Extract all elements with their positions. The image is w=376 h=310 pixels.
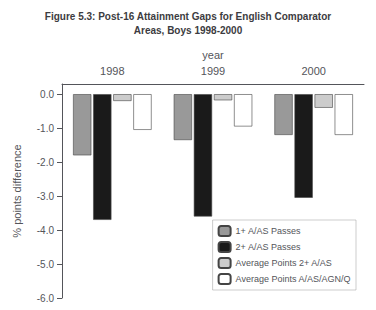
svg-text:-2.0: -2.0 — [37, 157, 55, 168]
svg-text:-3.0: -3.0 — [37, 191, 55, 202]
svg-text:1998: 1998 — [100, 65, 124, 77]
svg-text:1+ A/AS Passes: 1+ A/AS Passes — [236, 226, 301, 236]
svg-text:Areas, Boys 1998-2000: Areas, Boys 1998-2000 — [134, 25, 243, 36]
svg-text:year: year — [202, 49, 224, 61]
svg-text:2+ A/AS Passes: 2+ A/AS Passes — [236, 242, 301, 252]
svg-text:0.0: 0.0 — [40, 89, 54, 100]
svg-text:2000: 2000 — [301, 65, 325, 77]
svg-text:-5.0: -5.0 — [37, 259, 55, 270]
svg-text:Average Points A/AS/AGN/Q: Average Points A/AS/AGN/Q — [236, 274, 351, 284]
svg-text:1999: 1999 — [201, 65, 225, 77]
svg-text:% points difference: % points difference — [11, 144, 23, 237]
svg-text:-6.0: -6.0 — [37, 293, 55, 304]
svg-text:Figure 5.3: Post-16 Attainment: Figure 5.3: Post-16 Attainment Gaps for … — [45, 11, 331, 22]
svg-text:Average Points 2+ A/AS: Average Points 2+ A/AS — [236, 258, 332, 268]
svg-text:-4.0: -4.0 — [37, 225, 55, 236]
svg-text:-1.0: -1.0 — [37, 123, 55, 134]
